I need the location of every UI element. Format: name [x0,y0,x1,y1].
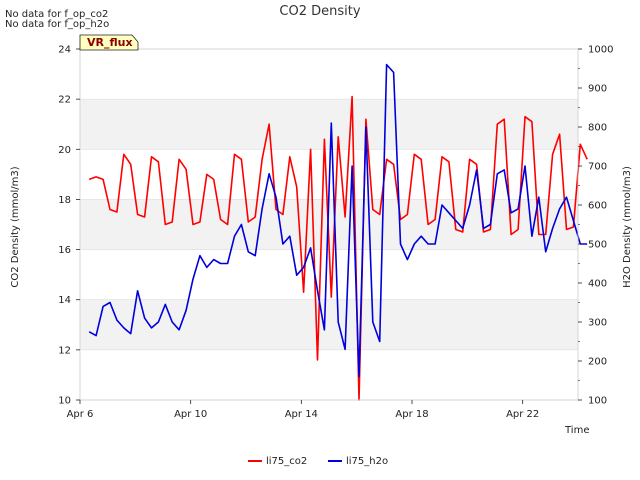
no-data-note-h2o: No data for f_op_h2o [5,19,110,30]
x-tick-label: Apr 10 [174,409,207,420]
y-tick-label: 24 [58,45,71,56]
y2-tick-label: 300 [588,318,607,329]
background-band [80,99,578,150]
x-tick-label: Apr 14 [285,409,318,420]
y2-tick-label: 1000 [588,45,613,56]
legend: li75_co2 li75_h2o [248,456,388,467]
x-tick-label: Apr 18 [395,409,428,420]
y2-tick-label: 200 [588,357,607,368]
y2-tick-label: 800 [588,123,607,134]
legend-label-h2o: li75_h2o [346,456,388,467]
vr-flux-badge: VR_flux [79,34,139,51]
series-lines [88,63,588,401]
y2-tick-label: 400 [588,279,607,290]
legend-label-co2: li75_co2 [266,456,307,467]
y-tick-label: 14 [58,295,71,306]
background-bands [80,49,578,401]
y2-tick-label: 500 [588,240,607,251]
y-tick-label: 22 [58,95,71,106]
y-axis-label: CO2 Density (mmol/m3) [10,166,21,287]
background-band [80,299,578,350]
y-tick-label: 10 [58,396,71,407]
y2-tick-label: 900 [588,84,607,95]
series-line-li75_co2 [88,95,588,401]
badge-label: VR_flux [87,36,133,49]
y2-tick-label: 600 [588,201,607,212]
y-tick-label: 18 [58,195,71,206]
y-tick-label: 12 [58,345,71,356]
no-data-note-co2: No data for f_op_co2 [5,9,109,20]
series-line-li75_h2o [88,63,588,378]
background-band [80,349,578,400]
y-tick-label: 16 [58,245,71,256]
x-tick-label: Apr 22 [506,409,539,420]
y2-tick-label: 100 [588,396,607,407]
y2-axis-label: H2O Density (mmol/m3) [622,166,633,288]
chart-title: CO2 Density [279,4,360,19]
x-tick-label: Apr 6 [67,409,94,420]
y2-tick-label: 700 [588,162,607,173]
x-axis-label: Time [564,425,589,436]
y-tick-label: 20 [58,145,71,156]
axis-ticks: 10 12 14 16 18 20 22 24 100 200 300 400 500 600 700 800… [58,45,613,421]
background-band [80,49,578,100]
